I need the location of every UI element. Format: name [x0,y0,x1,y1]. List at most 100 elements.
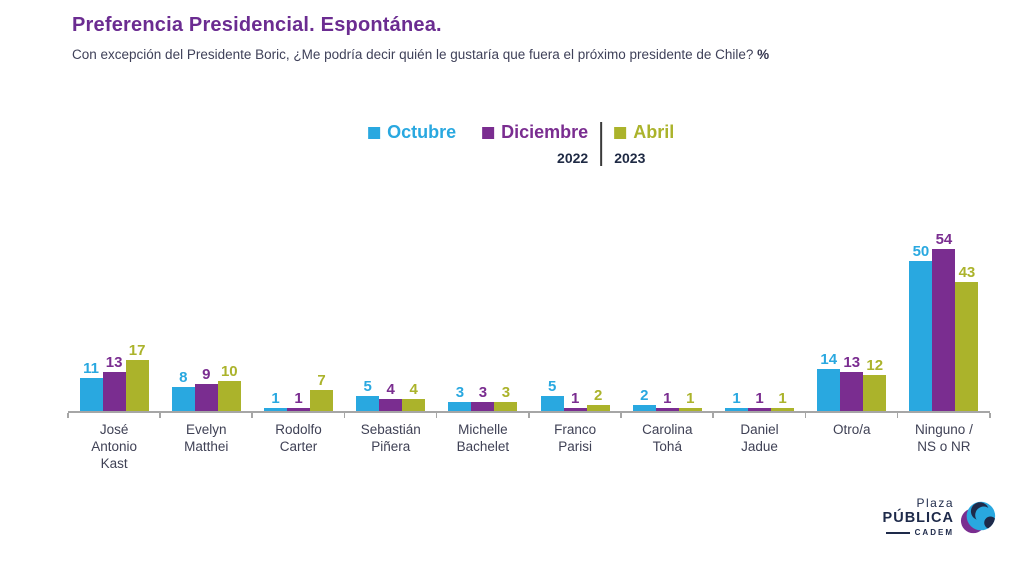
legend-2023-column: Abril 2023 [602,122,674,166]
bar-value-label: 1 [732,390,741,407]
bar-column: 13 [102,354,126,411]
axis-tick [343,413,346,418]
page-title: Preferencia Presidencial. Espontánea. [72,14,442,36]
category-label: Evelyn Matthei [184,422,229,454]
bar-column: 1 [748,390,772,411]
bar-column: 7 [310,373,333,411]
bar-group: 11 13 17 [68,343,160,411]
logo-publica-text: PÚBLICA [882,510,954,526]
bar-column: 2 [632,388,656,411]
bar [748,408,772,411]
bar-value-label: 54 [935,231,953,248]
bar [909,261,933,411]
bar-column: 1 [725,390,749,411]
bar-value-label: 13 [843,354,861,371]
bar [471,402,495,411]
bar-column: 3 [448,384,472,411]
bar [287,408,310,411]
category-labels: José Antonio Kast Evelyn Matthei Rodolfo Carte… [68,421,990,472]
bar [725,408,749,411]
bar-value-label: 43 [958,264,976,281]
bar [379,399,403,411]
bar [563,408,587,411]
legend-label-abril: Abril [633,122,675,142]
bar-column: 3 [494,384,518,411]
logo-plaza-text: Plaza [916,496,954,510]
bar-value-label: 1 [686,390,695,407]
bar-value-label: 13 [105,354,123,371]
bar-column: 10 [217,364,241,411]
bar-value-label: 1 [271,390,280,407]
bar-value-label: 12 [866,357,884,374]
bar [102,372,126,411]
bar [817,369,841,411]
axis-tick [804,413,807,418]
bar-column: 13 [840,354,864,411]
bar [171,387,195,411]
bar [217,381,241,411]
bar-column: 4 [402,381,426,411]
bar-column: 1 [678,390,702,411]
bar-value-label: 3 [455,384,465,401]
abril-swatch-icon [614,126,627,139]
axis-tick [620,413,622,418]
bar-value-label: 5 [547,378,557,395]
legend-divider [600,122,603,166]
category-label: Ninguno / NS o NR [915,422,973,454]
bar [771,408,795,411]
bar-value-label: 1 [755,390,764,407]
bar-value-label: 50 [912,243,930,260]
logo-cadem-text: CADEM [914,528,954,537]
bar-value-label: 8 [179,369,188,386]
legend-year-2022: 2022 [557,150,589,166]
bar [955,282,979,411]
brand-logo-text: Plaza PÚBLICA CADEM [882,496,954,538]
bar-group: 14 13 12 [806,352,898,411]
category-label: Daniel Jadue [740,422,779,454]
bar-value-label: 4 [409,381,418,398]
bar [264,408,287,411]
axis-tick [67,413,69,418]
bar-value-label: 9 [202,366,211,383]
bar-value-label: 7 [317,372,326,389]
bar [125,360,149,411]
bar [655,408,679,411]
bar-value-label: 3 [478,384,488,401]
header: Preferencia Presidencial. Espontánea. Co… [72,14,972,62]
logo-dash [885,531,910,534]
bar-column: 1 [771,391,795,411]
bar-value-label: 4 [386,381,395,398]
bar [586,405,610,411]
bar-value-label: 3 [501,384,511,401]
axis-tick [435,413,438,418]
bar-column: 5 [356,379,380,411]
legend: Octubre Diciembre 2022 Abril 2023 [368,122,674,166]
bar-value-label: 11 [83,360,100,377]
bar-column: 1 [563,391,587,411]
bar-column: 54 [932,231,956,411]
bar-column: 1 [264,391,287,411]
bar [540,396,564,411]
category-label: Carolina Tohá [642,422,693,454]
bar-column: 12 [863,357,887,411]
axis-tick [712,413,714,418]
bar-value-label: 1 [663,390,672,407]
legend-2022-column: Octubre Diciembre 2022 [368,122,600,166]
bar-group: 50 54 43 [898,232,990,411]
legend-year-2023: 2023 [614,150,646,166]
category-label: Michelle Bachelet [456,422,510,454]
bar [678,408,702,411]
bar-column: 11 [79,360,103,411]
chart-plot-area: 11 13 17 8 9 10 1 1 7 5 4 4 3 3 3 5 1 2 2 1 1 1 1 1 14 13 12 50 54 43 [67,224,991,418]
bar [194,384,218,411]
bar-value-label: 1 [294,390,303,407]
bar-column: 50 [909,243,933,411]
bar-value-label: 14 [820,351,838,368]
bar-group: 8 9 10 [160,364,252,411]
legend-label-diciembre: Diciembre [501,122,589,142]
legend-item-octubre: Octubre [368,122,456,143]
axis-tick [251,413,253,418]
bar-column: 17 [125,343,149,411]
